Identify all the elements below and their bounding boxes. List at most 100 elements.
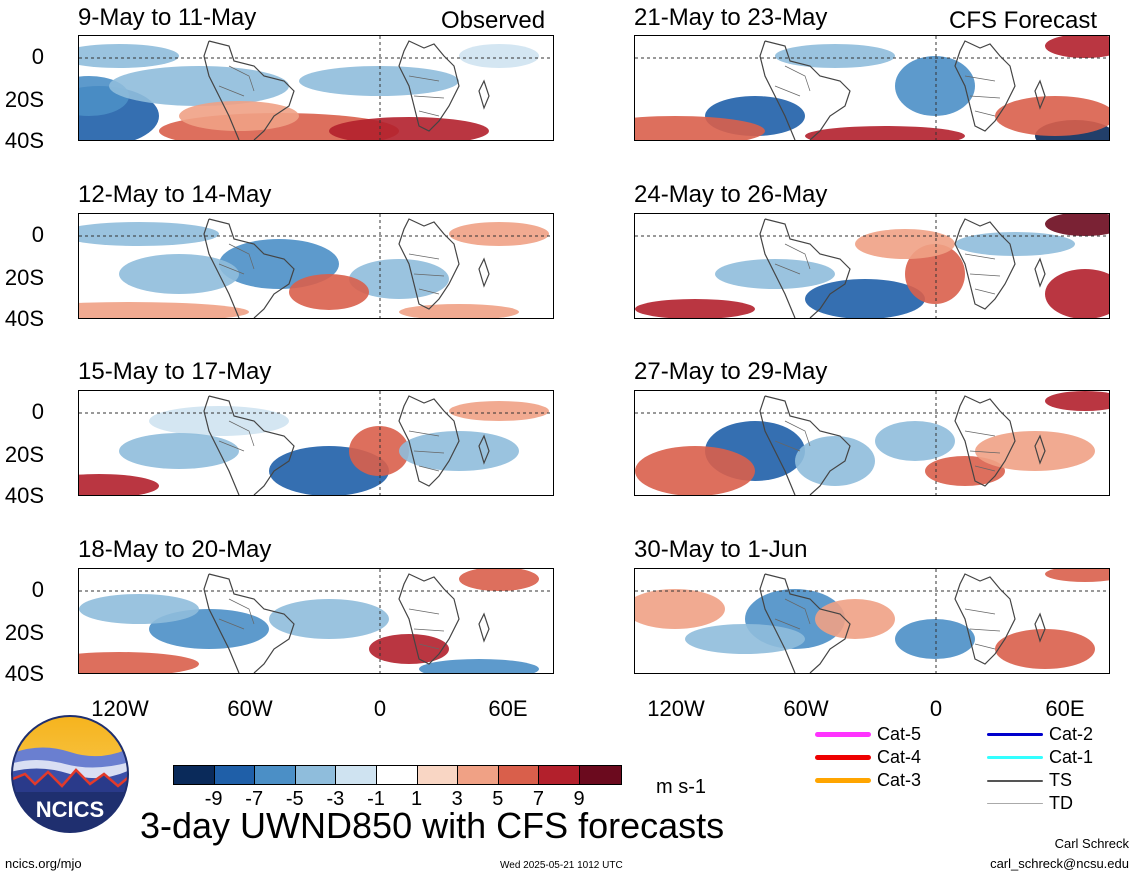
colorbar-label: -5 [285, 788, 304, 810]
anomaly-region [459, 44, 539, 68]
anomaly-region [895, 56, 975, 116]
anomaly-region [775, 44, 895, 68]
y-tick-label: 40S [4, 483, 44, 508]
country-borders [218, 598, 445, 650]
anomaly-region [349, 259, 449, 299]
legend-line [987, 779, 1043, 782]
legend-label: TD [1049, 793, 1073, 813]
anomaly-region [895, 619, 975, 659]
colorbar-swatch [539, 766, 580, 784]
anomaly-region [449, 222, 549, 246]
wind-anomaly-map [634, 568, 1110, 674]
anomaly-region [855, 229, 955, 259]
map-canvas [635, 214, 1109, 318]
anomaly-region [635, 589, 725, 629]
colorbar-swatch [579, 766, 621, 784]
y-tick-label: 20S [4, 265, 44, 290]
y-tick-label: 0 [31, 222, 44, 247]
colorbar-label: -3 [326, 788, 345, 810]
legend-label: Cat-1 [1049, 747, 1094, 767]
forecast-label: CFS Forecast [949, 7, 1098, 34]
wind-anomaly-map [634, 390, 1110, 496]
colorbar-label: 3 [451, 788, 463, 810]
anomaly-region [299, 66, 459, 96]
legend-line [815, 778, 871, 783]
anomaly-region [1045, 269, 1109, 318]
legend-item-cat-4: Cat-4 [815, 747, 921, 768]
x-tick-label: 60W [227, 696, 273, 721]
anomaly-region [975, 431, 1095, 471]
legend-item-cat-5: Cat-5 [815, 724, 921, 745]
colorbar-swatch [336, 766, 377, 784]
colorbar-swatch [498, 766, 540, 784]
map-canvas [635, 36, 1109, 140]
panel-title: 12-May to 14-May [78, 181, 272, 208]
anomaly-region [905, 244, 965, 304]
map-canvas [79, 391, 553, 495]
colorbar-label: 9 [573, 788, 585, 810]
x-tick-label: 120W [91, 696, 149, 721]
anomaly-region [119, 433, 239, 469]
legend-line [815, 755, 871, 760]
colorbar-swatch [295, 766, 337, 784]
footer-timestamp: Wed 2025-05-21 1012 UTC [500, 860, 623, 871]
anomaly-region [79, 594, 199, 624]
anomaly-region [795, 436, 875, 486]
legend-label: Cat-5 [877, 724, 922, 744]
colorbar-label: 1 [411, 788, 423, 810]
anomaly-region [1045, 36, 1109, 58]
legend-line [987, 756, 1043, 759]
country-borders [774, 65, 1001, 117]
anomaly-region [329, 117, 489, 140]
anomaly-region [815, 599, 895, 639]
wind-anomaly-map [634, 213, 1110, 319]
colorbar-swatch [214, 766, 256, 784]
colorbar-label: -9 [204, 788, 223, 810]
anomaly-region [79, 44, 179, 68]
y-tick-label: 40S [4, 128, 44, 153]
wind-anomaly-map [634, 35, 1110, 141]
anomaly-region [805, 126, 965, 140]
panel-title: 24-May to 26-May [634, 181, 828, 208]
legend-item-ts: TS [987, 770, 1072, 791]
panel-title: 9-May to 11-May [78, 4, 257, 31]
panel-title: 21-May to 23-May [634, 4, 828, 31]
coastline [759, 218, 1046, 318]
anomaly-region [995, 629, 1095, 669]
y-tick-label: 20S [4, 620, 44, 645]
anomaly-region [635, 446, 755, 495]
country-borders [774, 598, 1001, 650]
panel-title: 15-May to 17-May [78, 358, 272, 385]
anomaly-region [79, 652, 199, 673]
country-borders [218, 420, 445, 472]
anomaly-region [79, 302, 249, 318]
coastline [203, 573, 490, 673]
anomaly-region [805, 279, 925, 318]
colorbar-swatch [458, 766, 499, 784]
legend-label: Cat-2 [1049, 724, 1094, 744]
map-canvas [79, 214, 553, 318]
legend-item-cat-1: Cat-1 [987, 747, 1093, 768]
colorbar [173, 765, 622, 785]
anomaly-region [289, 274, 369, 310]
map-canvas [79, 36, 553, 140]
wind-anomaly-map [78, 390, 554, 496]
anomaly-region [179, 101, 299, 131]
map-canvas [79, 569, 553, 673]
legend-line [815, 732, 871, 737]
anomaly-region [419, 659, 539, 673]
legend-line [987, 733, 1043, 736]
y-tick-label: 20S [4, 87, 44, 112]
coastline [203, 395, 490, 495]
x-tick-label: 60W [783, 696, 829, 721]
anomaly-region [635, 116, 765, 140]
y-tick-label: 40S [4, 661, 44, 686]
coastline [759, 573, 1046, 673]
y-tick-label: 0 [31, 577, 44, 602]
map-canvas [635, 569, 1109, 673]
wind-anomaly-map [78, 213, 554, 319]
coastline [759, 40, 1046, 140]
wind-anomaly-map [78, 568, 554, 674]
map-canvas [635, 391, 1109, 495]
anomaly-region [109, 66, 289, 106]
